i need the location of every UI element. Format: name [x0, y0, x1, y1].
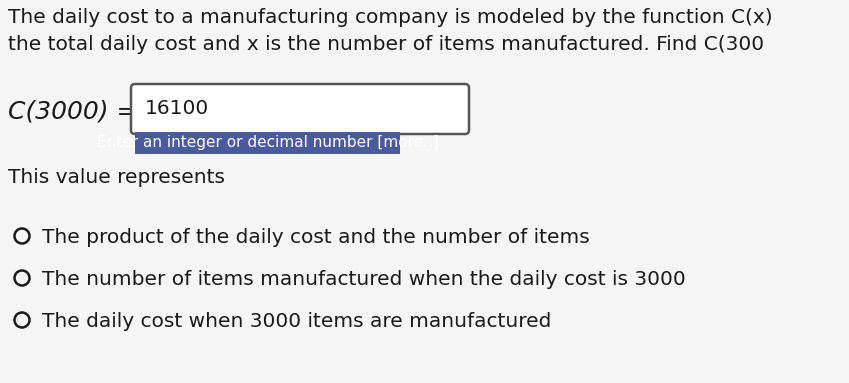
Text: The daily cost to a manufacturing company is modeled by the function C(x): The daily cost to a manufacturing compan… — [8, 8, 773, 27]
Text: Enter an integer or decimal number [more..]: Enter an integer or decimal number [more… — [97, 136, 438, 151]
Text: the total daily cost and x is the number of items manufactured. Find C(300: the total daily cost and x is the number… — [8, 35, 764, 54]
Bar — [135, 132, 400, 154]
Text: This value represents: This value represents — [8, 168, 225, 187]
Text: 16100: 16100 — [145, 100, 209, 118]
Text: C(3000) =: C(3000) = — [8, 100, 138, 124]
Text: The number of items manufactured when the daily cost is 3000: The number of items manufactured when th… — [42, 270, 686, 289]
FancyBboxPatch shape — [131, 84, 469, 134]
Text: The daily cost when 3000 items are manufactured: The daily cost when 3000 items are manuf… — [42, 312, 551, 331]
Text: The product of the daily cost and the number of items: The product of the daily cost and the nu… — [42, 228, 590, 247]
